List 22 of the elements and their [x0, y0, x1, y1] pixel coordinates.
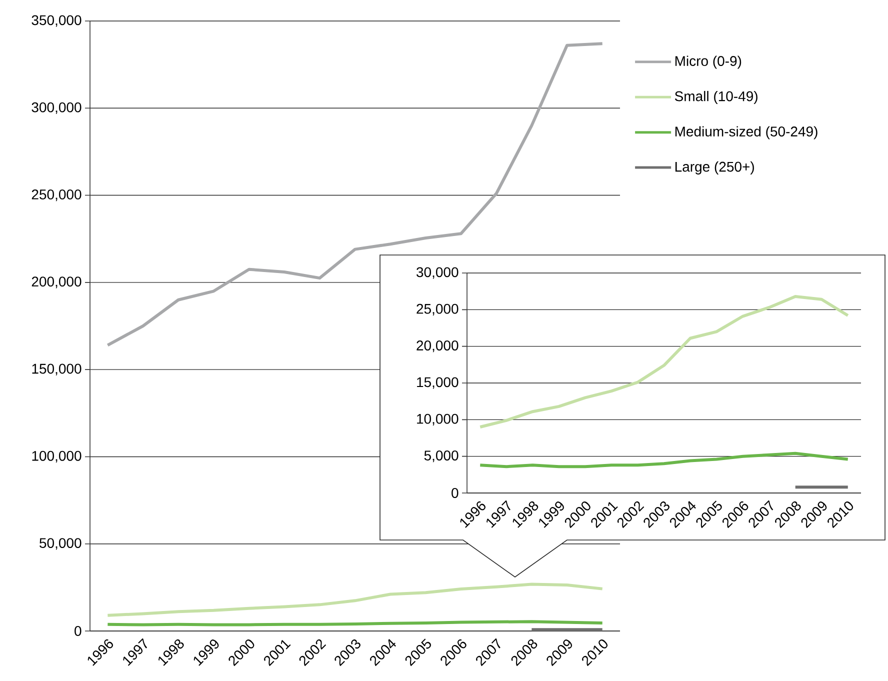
y-tick-label: 150,000	[32, 364, 82, 376]
y-tick-label: 30,000	[416, 267, 458, 279]
legend-label: Medium-sized (50-249)	[675, 126, 818, 140]
y-tick-label: 250,000	[32, 189, 82, 202]
y-tick-label: 10,000	[417, 414, 458, 426]
line-series	[478, 294, 850, 428]
legend-label: Micro (0-9)	[675, 56, 742, 69]
y-tick-label: 20,000	[416, 340, 458, 352]
y-tick-label: 0	[74, 626, 82, 636]
y-tick-label: 100,000	[32, 450, 82, 462]
y-tick-label: 50,000	[40, 538, 82, 550]
y-tick-label: 5,000	[424, 450, 458, 462]
line-series	[106, 582, 604, 617]
line-series	[478, 452, 850, 468]
legend-label: Large (250+)	[675, 161, 754, 174]
y-tick-label: 15,000	[417, 377, 458, 389]
y-tick-label: 25,000	[416, 304, 458, 316]
y-tick-label: 350,000	[32, 15, 82, 27]
y-tick-label: 200,000	[32, 276, 82, 288]
y-tick-label: 0	[452, 488, 458, 498]
y-tick-label: 300,000	[32, 102, 82, 114]
legend-label: Small (10-49)	[674, 90, 758, 104]
